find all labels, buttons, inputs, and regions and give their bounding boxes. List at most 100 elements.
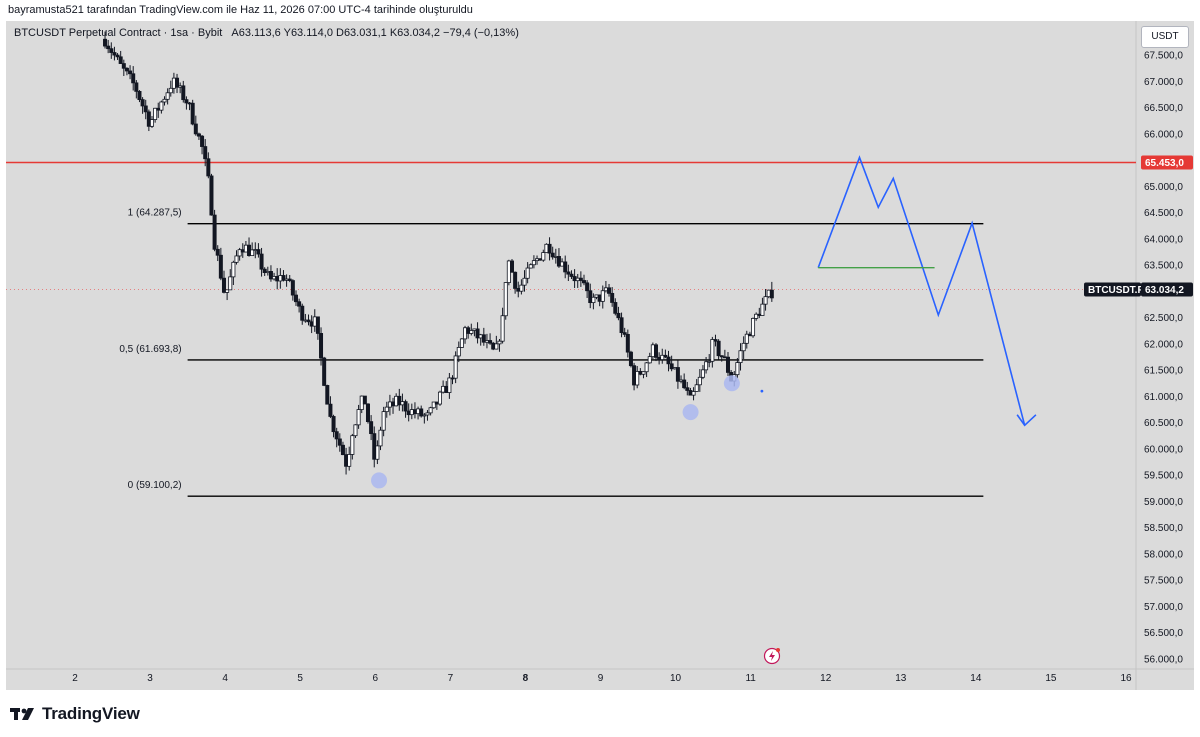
- price-tick-label: 62.500,0: [1144, 313, 1183, 324]
- candle-body: [607, 287, 612, 294]
- price-tick-label: 59.500,0: [1144, 471, 1183, 482]
- candle-body: [697, 376, 702, 386]
- candle-body: [115, 54, 120, 58]
- candle-body: [312, 316, 317, 327]
- candle-body: [682, 379, 687, 389]
- candle-body: [319, 333, 324, 359]
- time-tick-label: 6: [373, 673, 379, 684]
- time-tick-label: 10: [670, 673, 682, 684]
- time-tick-label: 5: [297, 673, 303, 684]
- candle-body: [453, 355, 458, 379]
- brand-name: TradingView: [42, 704, 140, 723]
- candle-body: [760, 303, 765, 316]
- candle-body: [221, 277, 226, 293]
- time-axis: 2 3 4 5 6 7 8 9 10 11 12 13 14 15 16: [72, 673, 1132, 684]
- candle-body: [359, 395, 364, 410]
- candle-body: [735, 362, 740, 376]
- candle-body: [653, 344, 658, 358]
- candle-body: [525, 267, 530, 279]
- candle-body: [297, 301, 302, 307]
- candle-body: [700, 369, 705, 378]
- candle-body: [694, 384, 699, 392]
- horizontal-levels: 1 (64.287,5) 0,5 (61.693,8) 0 (59.100,2): [6, 161, 1136, 497]
- candle-body: [463, 327, 468, 340]
- candle-body: [337, 438, 342, 446]
- time-tick-label: 13: [895, 673, 907, 684]
- candle-body: [124, 67, 129, 72]
- candle-body: [481, 334, 486, 343]
- projection-arrowhead: [1016, 414, 1037, 427]
- candle-body: [707, 360, 712, 363]
- candle-body: [553, 256, 558, 258]
- candle-body: [475, 328, 480, 339]
- price-tick-label: 67.500,0: [1144, 51, 1183, 62]
- candle-body: [334, 431, 339, 440]
- symbol-legend[interactable]: BTCUSDT Perpetual Contract · 1sa · Bybit…: [14, 27, 519, 39]
- currency-button[interactable]: USDT: [1141, 26, 1189, 48]
- price-axis: 56.000,0 56.500,0 57.000,0 57.500,0 58.000,0…: [1144, 51, 1183, 666]
- candle-body: [268, 271, 273, 280]
- candle-body: [225, 289, 230, 293]
- candle-body: [513, 271, 518, 289]
- candle-body: [506, 260, 511, 283]
- candle-body: [519, 284, 524, 292]
- candle-body: [638, 371, 643, 375]
- candle-body: [409, 409, 414, 416]
- exchange: Bybit: [197, 27, 223, 39]
- candle-body: [544, 243, 549, 253]
- candle-body: [516, 288, 521, 292]
- candle-body: [315, 316, 320, 334]
- legend-separator: ·: [163, 27, 171, 39]
- interval[interactable]: 1sa: [170, 27, 189, 39]
- candle-body: [669, 363, 674, 370]
- highlight-marker: [682, 404, 699, 421]
- candle-body: [663, 354, 668, 358]
- candle-body: [422, 414, 427, 417]
- candle-body: [372, 433, 377, 460]
- candle-body: [560, 261, 565, 267]
- chart-pane[interactable]: 1 (64.287,5) 0,5 (61.693,8) 0 (59.100,2) 5…: [6, 21, 1194, 690]
- candle-body: [503, 282, 508, 317]
- candle-body: [635, 371, 640, 386]
- candles: [103, 31, 774, 475]
- symbol-name[interactable]: BTCUSDT Perpetual Contract: [14, 27, 161, 39]
- candle-body: [647, 356, 652, 364]
- candle-body: [547, 243, 552, 254]
- candle-body: [456, 347, 461, 357]
- tradingview-logo[interactable]: TradingView: [10, 704, 140, 724]
- candle-body: [203, 146, 208, 160]
- candle-body: [397, 395, 402, 406]
- candle-body: [300, 305, 305, 321]
- price-chart-svg[interactable]: 1 (64.287,5) 0,5 (61.693,8) 0 (59.100,2) 5…: [6, 21, 1194, 690]
- alert-bolt: [769, 651, 775, 661]
- candle-body: [156, 107, 161, 111]
- candle-body: [704, 361, 709, 371]
- candle-body: [140, 99, 145, 107]
- candle-body: [272, 276, 277, 280]
- candle-body: [293, 294, 298, 303]
- price-tags: 65.453,0 BTCUSDT.P 63.034,2: [1084, 155, 1193, 297]
- candle-body: [434, 401, 439, 405]
- projection-path: [817, 155, 1026, 426]
- candle-body: [206, 158, 211, 177]
- candle-body: [184, 99, 189, 104]
- candle-body: [613, 302, 618, 314]
- candle-body: [632, 365, 637, 386]
- candle-body: [262, 268, 267, 274]
- candle-body: [428, 407, 433, 414]
- candle-body: [769, 289, 774, 299]
- candle-body: [666, 356, 671, 365]
- candle-body: [250, 249, 255, 257]
- price-tick-label: 60.500,0: [1144, 418, 1183, 429]
- candle-body: [569, 273, 574, 277]
- candle-body: [563, 261, 568, 273]
- highlight-marker: [371, 472, 388, 489]
- price-tick-label: 58.000,0: [1144, 549, 1183, 560]
- candle-body: [121, 63, 126, 69]
- candle-body: [744, 333, 749, 344]
- candle-body: [585, 282, 590, 292]
- candle-body: [340, 444, 345, 456]
- resistance-price-tag: [1141, 155, 1193, 170]
- price-tick-label: 61.000,0: [1144, 392, 1183, 403]
- candle-body: [350, 435, 355, 455]
